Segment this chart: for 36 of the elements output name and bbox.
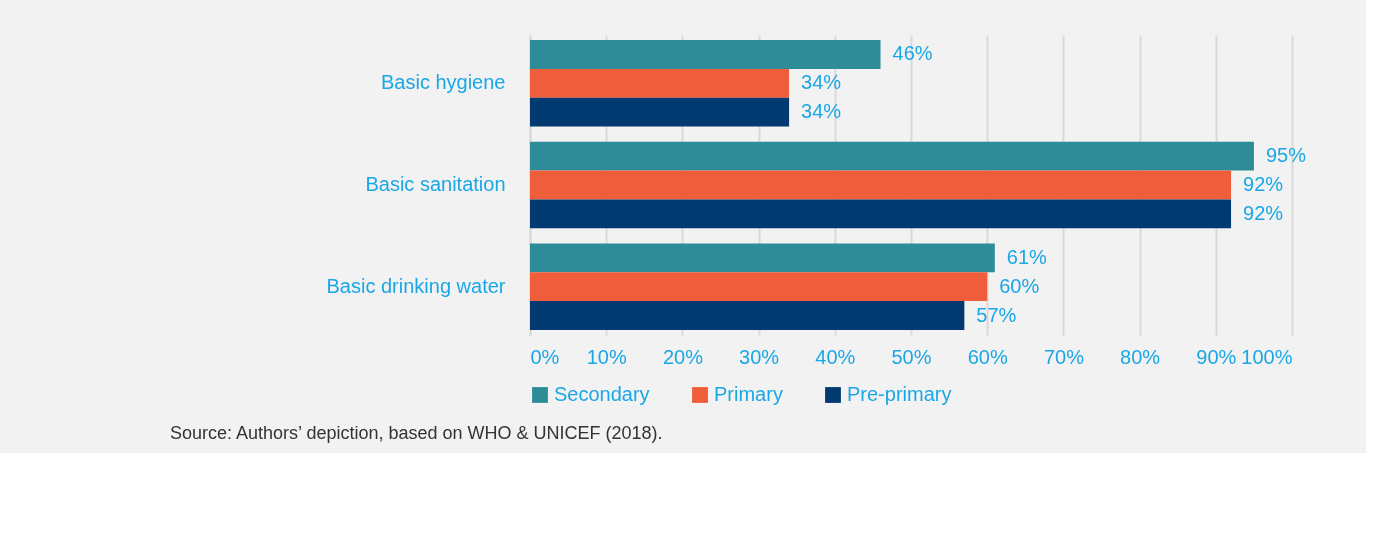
data-label: 34%: [801, 100, 842, 123]
x-tick-label: 100%: [1241, 345, 1293, 368]
bar: [530, 141, 1254, 171]
data-label: 60%: [999, 274, 1040, 297]
y-tick-label: Basic drinking water: [326, 274, 506, 297]
x-tick-label: 30%: [739, 345, 780, 368]
y-tick-label: Basic hygiene: [380, 71, 506, 94]
data-label: 34%: [801, 71, 842, 94]
bar: [530, 243, 995, 273]
data-label: 46%: [892, 42, 933, 65]
bar: [530, 40, 881, 69]
x-tick-label: 40%: [815, 345, 856, 368]
source-note: Source: Authors’ depiction, based on WHO & UNICEF (2018).: [170, 423, 663, 443]
bar: [530, 199, 1232, 229]
x-tick-label: 70%: [1043, 345, 1085, 368]
data-label: 92%: [1243, 173, 1284, 195]
y-tick-label: Basic sanitation: [365, 173, 506, 195]
data-label: 95%: [1265, 144, 1307, 167]
data-label: 61%: [1006, 245, 1048, 268]
data-label: 92%: [1243, 201, 1284, 224]
bar: [530, 68, 790, 98]
data-label: 57%: [976, 303, 1017, 326]
legend-label: Pre-primary: [847, 383, 952, 405]
legend-label: Primary: [714, 383, 783, 405]
x-tick-label: 60%: [967, 345, 1008, 368]
x-tick-label: 10%: [586, 345, 627, 368]
legend-label: Secondary: [554, 383, 650, 405]
x-tick-label: 80%: [1120, 345, 1161, 368]
bar: [530, 272, 988, 302]
bar: [530, 170, 1232, 200]
x-tick-label: 90%: [1196, 345, 1237, 368]
x-tick-label: 0%: [530, 345, 560, 368]
bar: [530, 97, 790, 127]
x-tick-label: 50%: [891, 345, 932, 368]
bar: [530, 301, 965, 330]
x-tick-label: 20%: [662, 345, 704, 368]
